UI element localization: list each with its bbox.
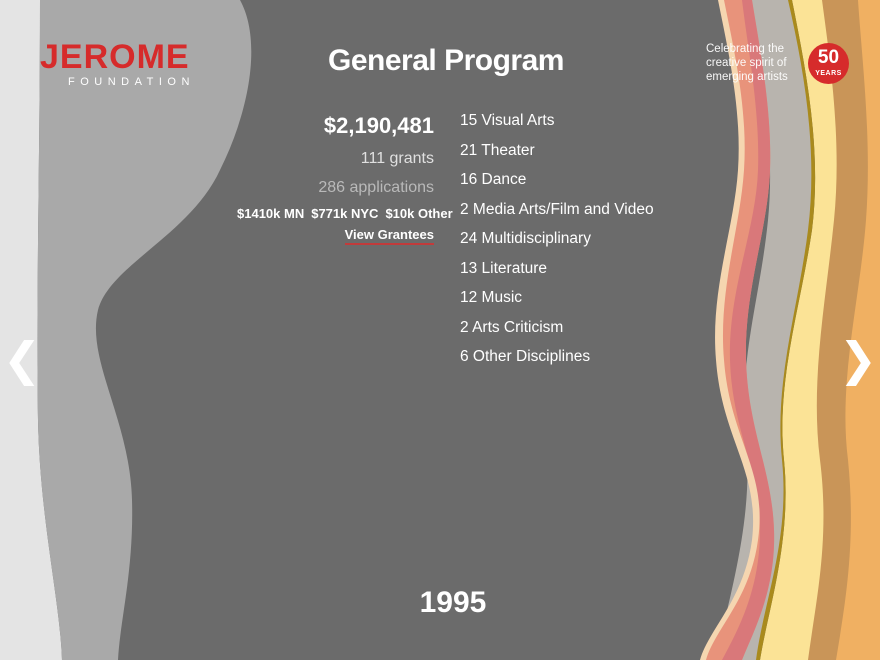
discipline-item: 2 Media Arts/Film and Video xyxy=(460,200,654,218)
split-nyc: $771k NYC xyxy=(311,206,379,221)
fifty-years-badge: 50 YEARS xyxy=(808,43,849,84)
logo-subtitle: FOUNDATION xyxy=(68,76,195,88)
chevron-left-icon[interactable]: ❮ xyxy=(2,333,42,385)
funding-split: $1410k MN $771k NYC $10k Other xyxy=(230,206,453,221)
discipline-item: 16 Dance xyxy=(460,171,527,188)
discipline-item: 12 Music xyxy=(460,289,523,306)
split-other: $10k Other xyxy=(385,206,453,221)
badge-label: YEARS xyxy=(815,70,842,77)
anniversary-tagline: Celebrating the creative spirit of emerg… xyxy=(706,43,788,83)
wave-olive xyxy=(752,0,816,660)
logo-wordmark: JEROME xyxy=(40,38,190,76)
wave-grey xyxy=(716,0,812,660)
wave-yellow xyxy=(760,0,837,660)
year-label: 1995 xyxy=(419,586,487,619)
discipline-item: 13 Literature xyxy=(460,259,548,277)
discipline-item: 24 Multidisciplinary xyxy=(460,230,591,247)
program-summary: $2,190,481 111 grants 286 applications $… xyxy=(230,112,453,245)
discipline-list: 15 Visual Arts 21 Theater 16 Dance 2 Med… xyxy=(460,110,654,376)
discipline-item: 6 Other Disciplines xyxy=(460,348,591,365)
chevron-right-icon[interactable]: ❯ xyxy=(838,333,878,385)
wave-pink xyxy=(722,0,775,660)
program-title: General Program xyxy=(328,44,564,77)
grant-count: 111 grants xyxy=(360,150,434,167)
left-light-stripe xyxy=(0,0,62,660)
left-grey-shape xyxy=(37,0,252,660)
discipline-item: 15 Visual Arts xyxy=(460,112,555,129)
discipline-item: 2 Arts Criticism xyxy=(460,318,564,336)
view-grantees-link[interactable]: View Grantees xyxy=(344,227,434,245)
total-amount: $2,190,481 xyxy=(323,113,434,138)
split-mn: $1410k MN xyxy=(237,206,305,221)
discipline-item: 21 Theater xyxy=(460,141,535,159)
jerome-foundation-logo[interactable]: JEROME FOUNDATION xyxy=(40,40,200,88)
application-count: 286 applications xyxy=(318,179,434,196)
badge-number: 50 xyxy=(817,47,840,68)
